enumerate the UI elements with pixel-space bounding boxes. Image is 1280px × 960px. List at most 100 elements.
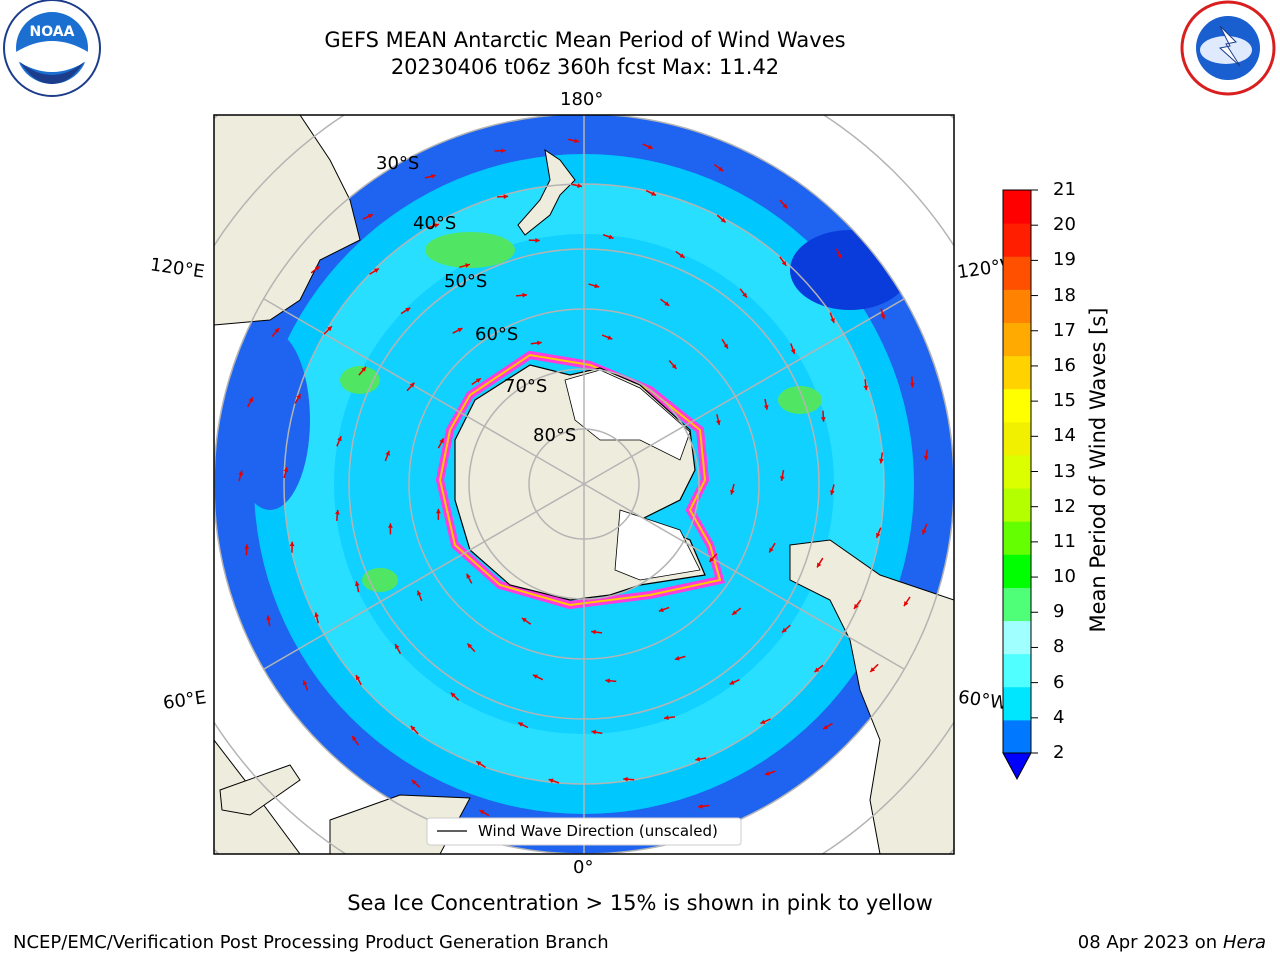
wave-arrow-head <box>395 644 400 650</box>
colorbar-band <box>1003 322 1031 357</box>
wave-arrow-head <box>289 541 295 547</box>
colorbar-tick-label: 2 <box>1053 742 1065 763</box>
lat-label-70s: 70°S <box>504 376 548 397</box>
colorbar <box>1002 189 1038 781</box>
new-zealand-landmass <box>517 148 576 236</box>
wave-arrow-head <box>664 301 670 306</box>
wave-arrow-head <box>283 467 289 473</box>
wave-arrow-head <box>782 203 788 209</box>
wave-arrow-head <box>503 194 509 199</box>
lat-label-60s: 60°S <box>475 324 519 345</box>
wave-arrow-head <box>436 508 441 514</box>
wave-arrow-head <box>716 420 721 425</box>
colorbar-band <box>1003 653 1031 688</box>
wave-arrow-head <box>411 779 417 785</box>
wave-arrow-head <box>698 803 703 809</box>
wave-arrow-head <box>651 191 657 196</box>
wave-arrow-head <box>730 489 735 495</box>
wave-arrow-head <box>535 237 540 243</box>
wave-arrow-head <box>518 722 524 727</box>
wave-arrow-head <box>837 253 842 259</box>
wave-arrow-head <box>417 590 422 596</box>
wave-arrow-head <box>430 174 436 179</box>
wave-arrow-head <box>922 529 927 535</box>
wave-arrow-head <box>405 307 411 313</box>
wave-arrow-head <box>466 573 471 579</box>
colorbar-tick-label: 12 <box>1053 495 1076 517</box>
wave-arrow-head <box>817 562 822 568</box>
colorbar-tick-label: 14 <box>1053 425 1076 447</box>
wave-arrow-head <box>475 378 481 383</box>
wave-arrow-head <box>591 729 597 735</box>
wave-arrow-head <box>532 674 538 679</box>
colorbar-band <box>1003 488 1031 522</box>
wave-arrow-head <box>720 217 726 223</box>
colorbar-extend-triangle <box>1002 752 1032 781</box>
wave-arrow-head <box>823 724 829 730</box>
wave-arrow-head <box>248 397 253 403</box>
wave-arrow-head <box>623 776 628 782</box>
graticule <box>214 115 954 854</box>
colorbar-tick-label: 19 <box>1053 249 1076 271</box>
legend-box <box>426 817 742 846</box>
footer-credit: NCEP/EMC/Verification Post Processing Pr… <box>13 932 609 953</box>
wave-arrow-head <box>327 326 332 332</box>
colorbar-band <box>1003 256 1031 290</box>
wave-arrow-head <box>909 383 915 388</box>
wave-arrow-head <box>373 268 379 273</box>
colorbar-tick-label: 21 <box>1053 179 1076 200</box>
wave-arrow-head <box>388 523 393 528</box>
wave-arrow-head <box>658 607 664 612</box>
wave-arrow-head <box>607 335 613 340</box>
sea-ice-note: Sea Ice Concentration > 15% is shown in … <box>347 891 933 915</box>
footer-date-text: 08 Apr 2023 on <box>1077 932 1223 953</box>
wave-arrow-head <box>314 612 320 618</box>
wave-arrow-head <box>647 144 653 149</box>
wave-arrow-head <box>879 458 884 464</box>
wave-arrow-head <box>760 719 766 724</box>
wave-arrow-head <box>521 617 527 623</box>
wave-arrow-head <box>367 214 373 219</box>
wave-arrow-head <box>548 778 554 784</box>
wave-arrow-head <box>790 348 796 354</box>
wave-arrow-head <box>779 476 785 481</box>
wave-arrow-head <box>476 761 482 766</box>
noaa-logo: NOAA <box>3 0 101 97</box>
lat-label-50s: 50°S <box>444 271 488 292</box>
colorbar-band <box>1003 620 1031 655</box>
wave-arrow-head <box>763 405 769 410</box>
colorbar-band <box>1003 388 1031 423</box>
nws-logo <box>1180 0 1276 96</box>
wave-arrow-head <box>577 183 583 188</box>
wave-arrow-head <box>450 692 456 698</box>
wave-arrow-head <box>337 436 342 442</box>
wave-arrow-head <box>385 450 390 456</box>
wave-arrow-head <box>591 629 596 635</box>
wave-arrow-head <box>664 715 669 721</box>
colorbar-band <box>1003 355 1031 390</box>
ice-shelf-weddell <box>614 509 701 581</box>
wave-arrow-head <box>870 667 876 672</box>
wave-arrow-head <box>903 601 909 607</box>
wave-arrow-head <box>781 260 787 266</box>
wave-arrow-head <box>679 253 685 258</box>
wave-arrow-head <box>302 680 308 686</box>
wave-arrow-head <box>354 581 360 587</box>
colorbar-tick-label: 8 <box>1053 636 1065 658</box>
wave-arrow-head <box>718 166 724 172</box>
wave-arrow-head <box>608 234 614 240</box>
colorbar-tick-label: 18 <box>1053 284 1076 306</box>
wave-arrow-head <box>238 470 244 476</box>
wave-arrow-head <box>410 725 416 731</box>
wave-arrow-head <box>853 603 859 609</box>
wave-arrow-head <box>695 756 701 762</box>
wave-arrow-head <box>594 283 600 289</box>
wave-arrow-head <box>274 328 280 333</box>
wave-arrow-head <box>674 655 680 661</box>
colorbar-band <box>1003 554 1031 588</box>
footer-date: 08 Apr 2023 on Hera <box>1078 932 1266 953</box>
wave-arrow-head <box>501 148 506 154</box>
noaa-logo-text: NOAA <box>30 24 75 40</box>
wave-arrow-head <box>880 314 886 320</box>
